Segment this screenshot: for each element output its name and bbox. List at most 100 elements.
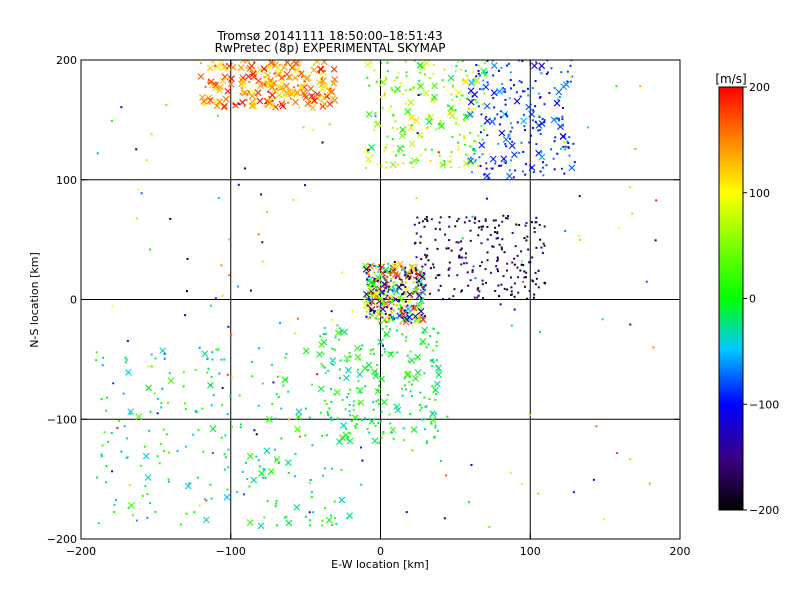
scatter-cross [535,122,543,129]
scatter-dot [562,106,565,109]
scatter-cross [319,85,327,93]
scatter-dot [332,363,335,366]
scatter-cross [246,452,254,460]
scatter-cross [483,102,491,110]
scatter-dot [562,145,565,148]
scatter-dot [482,225,485,228]
scatter-dot [331,467,334,470]
scatter-dot [508,97,511,100]
scatter-dot [563,140,566,143]
scatter-cross [329,357,337,364]
scatter-dot [439,284,442,287]
scatter-dot [390,105,393,108]
scatter-dot [539,133,542,136]
scatter-dot [426,220,429,223]
scatter-dot [329,388,332,391]
scatter-dot [210,497,213,500]
scatter-dot [461,94,464,97]
scatter-dot [401,92,404,95]
scatter-cross [538,62,546,70]
scatter-dot [368,275,371,278]
scatter-dot [493,231,496,234]
scatter-cross [413,317,420,325]
scatter-dot [366,428,369,431]
scatter-dot [396,304,399,307]
scatter-dot [456,274,459,277]
scatter-dot [461,60,464,63]
scatter-cross [293,66,301,74]
scatter-dot [513,295,516,298]
scatter-dot [537,92,540,95]
scatter-dot [207,367,210,370]
scatter-cross [468,79,476,87]
scatter-dot [377,265,380,268]
scatter-cross [304,100,312,107]
scatter-cross [490,89,498,97]
scatter-dot [280,437,283,440]
scatter-dot [390,310,393,313]
scatter-dot [408,299,411,302]
scatter-dot [255,455,258,458]
scatter-dot [466,74,469,77]
scatter-dot [389,422,392,425]
scatter-dot [506,262,509,265]
scatter-dot [245,98,248,101]
scatter-dot [309,519,312,522]
scatter-dot [219,88,222,91]
scatter-dot [405,71,408,74]
scatter-dot [365,278,368,281]
scatter-dot [524,224,527,227]
scatter-dot [474,217,477,220]
scatter-dot [443,68,446,71]
scatter-dot [401,394,404,397]
scatter-dot [198,504,201,507]
chart-title: Tromsø 20141111 18:50:00–18:51:43 [216,29,442,43]
scatter-dot [406,304,409,307]
scatter-dot [309,479,312,482]
scatter-dot [418,221,421,224]
scatter-dot [531,256,534,259]
scatter-cross [343,354,351,362]
scatter-dot [509,471,512,474]
scatter-dot [496,237,499,240]
scatter-cross [257,522,265,530]
scatter-cross [286,88,293,96]
scatter-dot [345,437,348,440]
scatter-dot [419,241,422,244]
scatter-dot [389,313,392,316]
scatter-dot [394,154,397,157]
scatter-dot [408,375,411,378]
scatter-dot [363,417,366,420]
scatter-dot [425,216,428,219]
scatter-dot [227,466,230,469]
scatter-dot [392,285,395,288]
scatter-dot [466,271,469,274]
scatter-dot [535,143,538,146]
scatter-dot [450,93,453,96]
scatter-dot [212,394,215,397]
scatter-cross [367,263,374,270]
scatter-dot [341,398,344,401]
scatter-cross [422,89,430,97]
scatter-dot [438,274,441,277]
scatter-dot [383,92,386,95]
scatter-dot [354,424,357,427]
scatter-dot [360,418,363,421]
scatter-dot [265,210,268,213]
scatter-dot [471,269,474,272]
scatter-dot [446,104,449,107]
scatter-cross [206,97,214,104]
scatter-dot [416,277,419,280]
scatter-cross [387,350,395,358]
scatter-dot [504,98,507,101]
scatter-dot [473,139,476,142]
scatter-dot [419,235,422,238]
scatter-dot [410,271,413,274]
scatter-dot [423,73,426,76]
scatter-dot [105,465,108,468]
scatter-dot [483,74,486,77]
scatter-dot [429,160,432,163]
scatter-dot [456,117,459,120]
scatter-dot [572,491,575,494]
